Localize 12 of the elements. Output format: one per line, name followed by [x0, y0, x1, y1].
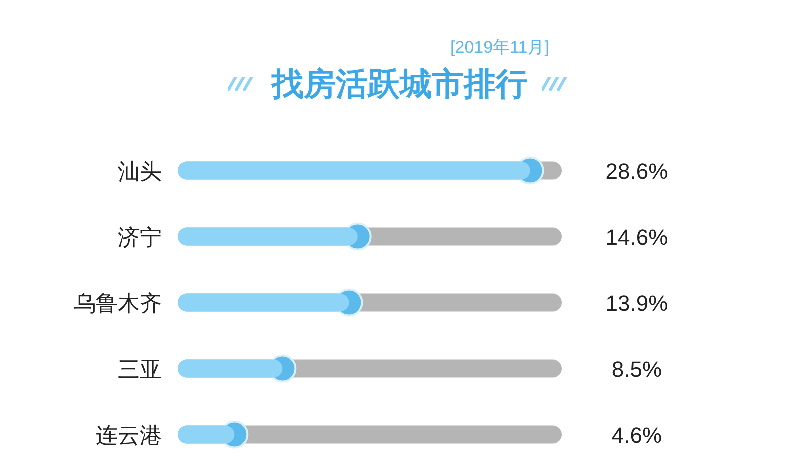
data-label: 14.6%: [606, 224, 668, 250]
data-label: 13.9%: [606, 290, 668, 316]
chart-title: 找房活跃城市排行: [272, 65, 528, 104]
y-tick-label: 乌鲁木齐: [74, 290, 162, 316]
data-label: 8.5%: [612, 356, 662, 382]
y-tick-label: 济宁: [118, 224, 162, 250]
y-tick-label: 连云港: [96, 422, 162, 448]
y-tick-label: 三亚: [118, 356, 162, 382]
chart-subtitle: [2019年11月]: [450, 37, 550, 59]
data-label: 28.6%: [606, 158, 668, 184]
data-label: 4.6%: [612, 422, 662, 448]
y-tick-label: 汕头: [118, 158, 162, 184]
